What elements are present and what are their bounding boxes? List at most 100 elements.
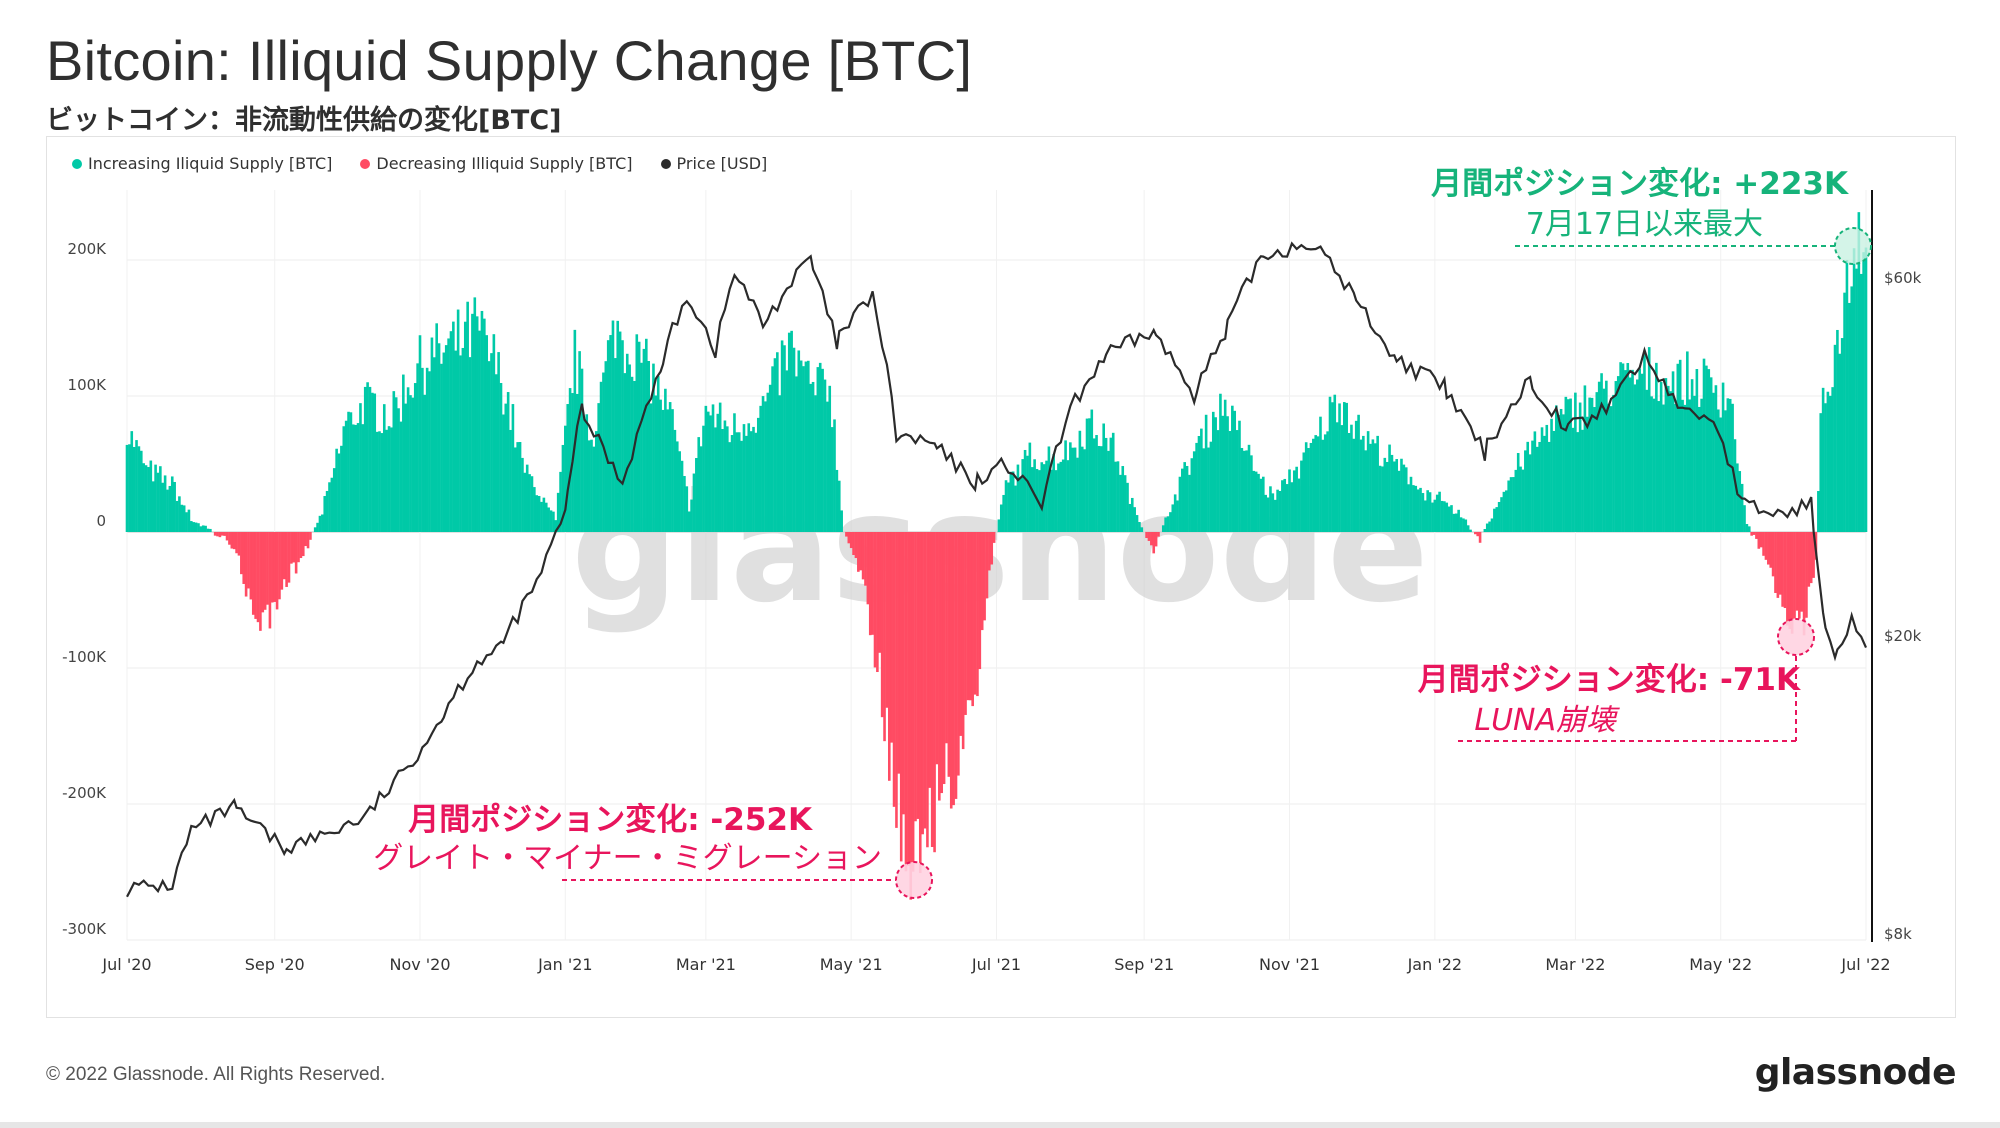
bar-increasing bbox=[492, 334, 496, 532]
bar-increasing bbox=[826, 401, 829, 532]
bar-increasing bbox=[435, 323, 438, 532]
bar-increasing bbox=[132, 446, 136, 532]
bar-increasing bbox=[787, 332, 791, 532]
bar-decreasing bbox=[961, 532, 965, 750]
bar-increasing bbox=[1840, 338, 1844, 532]
bar-decreasing bbox=[990, 532, 994, 565]
bar-decreasing bbox=[916, 532, 920, 819]
annotation-71k-title: 月間ポジション変化: -71K bbox=[1418, 662, 1801, 698]
bar-decreasing bbox=[216, 532, 219, 537]
bar-increasing bbox=[1350, 424, 1353, 532]
bar-increasing bbox=[349, 412, 353, 532]
bar-increasing bbox=[206, 528, 210, 532]
bar-decreasing bbox=[249, 532, 253, 600]
bar-increasing bbox=[564, 425, 567, 532]
bar-increasing bbox=[1414, 485, 1418, 532]
annotation-252k-marker bbox=[895, 861, 933, 899]
x-tick-label: Mar '22 bbox=[1545, 955, 1605, 974]
bar-increasing bbox=[1736, 463, 1739, 532]
legend-item-decreasing[interactable]: Decreasing Illiquid Supply [BTC] bbox=[360, 154, 633, 173]
bar-increasing bbox=[1724, 410, 1727, 532]
bar-increasing bbox=[404, 403, 408, 532]
bar-increasing bbox=[776, 352, 779, 532]
y2-axis-ticks: $60k $20k $8k bbox=[1884, 269, 1922, 943]
bar-increasing bbox=[173, 481, 176, 532]
bar-increasing bbox=[1419, 487, 1422, 532]
bar-increasing bbox=[359, 403, 362, 532]
bar-increasing bbox=[1088, 418, 1091, 532]
bar-increasing bbox=[1097, 445, 1101, 532]
bar-increasing bbox=[1850, 286, 1854, 532]
bar-increasing bbox=[1057, 463, 1060, 532]
bar-increasing bbox=[547, 507, 550, 532]
bar-increasing bbox=[833, 419, 836, 532]
bar-increasing bbox=[1169, 512, 1172, 532]
x-tick-label: Sep '20 bbox=[245, 955, 305, 974]
bar-increasing bbox=[1292, 470, 1296, 532]
bar-decreasing bbox=[266, 532, 269, 605]
bar-increasing bbox=[1693, 395, 1696, 532]
bar-increasing bbox=[461, 347, 465, 532]
bar-increasing bbox=[1231, 405, 1234, 532]
bar-decreasing bbox=[278, 532, 281, 600]
bar-increasing bbox=[144, 465, 148, 532]
bar-decreasing bbox=[930, 532, 934, 848]
bar-increasing bbox=[1495, 507, 1499, 532]
bar-decreasing bbox=[926, 532, 929, 848]
bar-increasing bbox=[128, 444, 131, 532]
legend-item-increasing[interactable]: Increasing Iliquid Supply [BTC] bbox=[72, 154, 332, 173]
bar-decreasing bbox=[921, 532, 924, 835]
legend-label-decreasing: Decreasing Illiquid Supply [BTC] bbox=[376, 154, 633, 173]
bar-increasing bbox=[1262, 476, 1265, 532]
bar-increasing bbox=[525, 464, 529, 532]
bar-increasing bbox=[1366, 431, 1370, 532]
bar-increasing bbox=[1090, 409, 1094, 532]
annotation-223k-note: 7月17日以来最大 bbox=[1526, 207, 1763, 242]
legend: Increasing Iliquid Supply [BTC] Decreasi… bbox=[72, 154, 767, 173]
bar-increasing bbox=[816, 367, 820, 532]
bar-increasing bbox=[766, 392, 770, 532]
bar-increasing bbox=[1002, 494, 1005, 532]
bar-increasing bbox=[325, 490, 329, 532]
bar-increasing bbox=[413, 383, 417, 532]
bar-increasing bbox=[709, 415, 712, 532]
bar-increasing bbox=[1302, 452, 1306, 532]
bar-increasing bbox=[573, 329, 577, 532]
bar-increasing bbox=[1514, 469, 1518, 532]
bar-increasing bbox=[790, 330, 793, 532]
bar-decreasing bbox=[876, 532, 879, 673]
bar-increasing bbox=[463, 321, 467, 532]
bar-increasing bbox=[1640, 373, 1644, 532]
bar-increasing bbox=[1519, 466, 1522, 532]
bar-decreasing bbox=[254, 532, 257, 619]
bar-increasing bbox=[659, 399, 662, 532]
bar-increasing bbox=[1671, 371, 1675, 532]
bar-decreasing bbox=[938, 532, 941, 801]
bar-increasing bbox=[1383, 457, 1387, 532]
bar-increasing bbox=[1226, 416, 1229, 532]
bar-increasing bbox=[802, 366, 805, 532]
bar-increasing bbox=[201, 525, 205, 532]
bar-decreasing bbox=[1812, 532, 1815, 578]
bar-increasing bbox=[533, 487, 536, 532]
bar-decreasing bbox=[928, 532, 932, 788]
bar-increasing bbox=[347, 411, 350, 532]
bar-decreasing bbox=[895, 532, 898, 828]
bar-increasing bbox=[499, 382, 503, 532]
bottom-rule bbox=[0, 1122, 2000, 1128]
bar-increasing bbox=[1209, 441, 1213, 532]
bar-increasing bbox=[1295, 466, 1298, 532]
bar-increasing bbox=[1030, 467, 1034, 532]
bar-increasing bbox=[702, 425, 705, 532]
bar-decreasing bbox=[892, 532, 896, 807]
bar-increasing bbox=[1078, 430, 1082, 532]
bar-increasing bbox=[1655, 362, 1658, 532]
y-tick-label: 0 bbox=[96, 512, 106, 530]
bar-increasing bbox=[1526, 441, 1530, 532]
bar-decreasing bbox=[983, 532, 986, 621]
bar-increasing bbox=[1066, 460, 1070, 532]
bar-increasing bbox=[1404, 467, 1408, 532]
bar-decreasing bbox=[971, 532, 974, 707]
bar-increasing bbox=[509, 429, 512, 532]
legend-item-price[interactable]: Price [USD] bbox=[660, 154, 767, 173]
